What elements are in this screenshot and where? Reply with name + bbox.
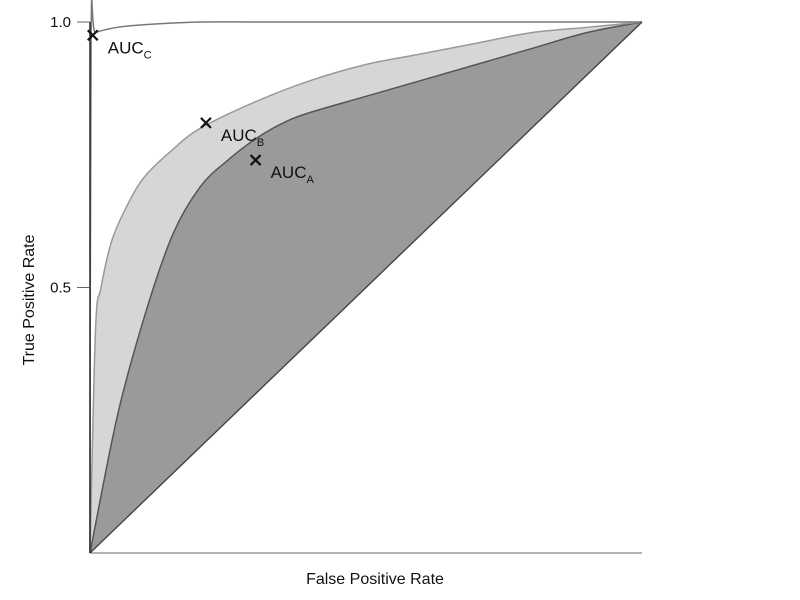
marker-label: AUCC <box>108 38 152 61</box>
y-axis-title: True Positive Rate <box>21 234 38 365</box>
curve-lines <box>89 0 643 554</box>
roc-curve-3 <box>89 0 642 554</box>
y-tick-label: 0.5 <box>50 280 71 297</box>
roc-curve-2 <box>89 21 643 554</box>
marker-label-main: AUC <box>221 126 257 145</box>
x-marker-icon <box>200 117 212 129</box>
marker-label-subscript: B <box>257 137 264 149</box>
diagonal-line <box>89 21 643 554</box>
marker-B: AUCB <box>200 117 264 149</box>
marker-label: AUCB <box>221 126 264 149</box>
x-axis-title: False Positive Rate <box>306 571 444 588</box>
marker-label-subscript: C <box>144 49 152 61</box>
marker-label-main: AUC <box>108 38 144 57</box>
x-marker-icon <box>86 29 99 42</box>
marker-label-main: AUC <box>271 163 307 182</box>
marker-label: AUCA <box>271 163 315 186</box>
marker-label-subscript: A <box>307 174 315 186</box>
y-tick-label: 1.0 <box>50 14 71 31</box>
axes: 1.0 0.5 <box>50 14 642 554</box>
marker-C: AUCC <box>86 29 152 61</box>
marker-A: AUCA <box>249 154 315 186</box>
x-marker-icon <box>249 154 262 166</box>
roc-curve-1 <box>89 21 643 554</box>
